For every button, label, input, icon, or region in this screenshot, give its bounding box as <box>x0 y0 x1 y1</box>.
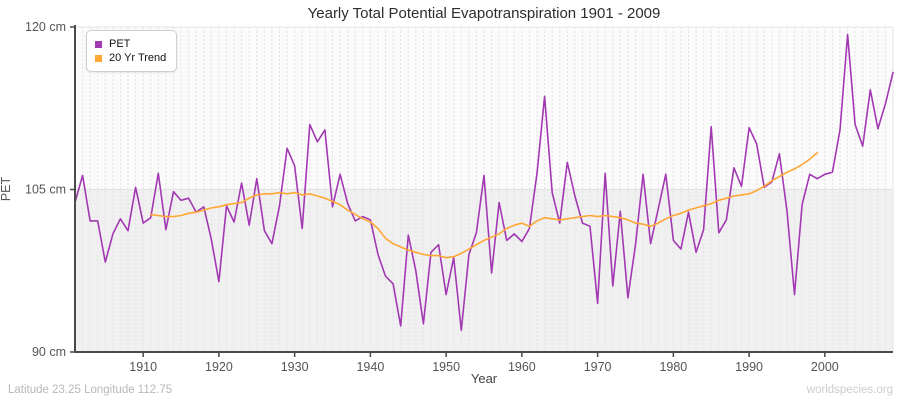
y-axis-title: PET <box>0 176 13 202</box>
x-tick-label: 1940 <box>356 360 384 374</box>
watermark: worldspecies.org <box>806 384 893 396</box>
x-tick-label: 1910 <box>129 360 157 374</box>
x-tick-label: 1930 <box>281 360 309 374</box>
x-axis-title: Year <box>470 371 498 386</box>
location-footnote: Latitude 23.25 Longitude 112.75 <box>8 384 173 396</box>
y-tick-label: 120 cm <box>25 20 66 34</box>
x-tick-label: 2000 <box>811 360 839 374</box>
x-tick-label: 1950 <box>432 360 460 374</box>
legend-item-trend: 20 Yr Trend <box>95 52 166 64</box>
trend-series-swatch-icon <box>95 54 102 62</box>
legend: PET 20 Yr Trend <box>86 30 178 72</box>
trend-line <box>149 151 819 259</box>
x-tick-label: 1990 <box>735 360 763 374</box>
x-tick-label: 1960 <box>508 360 536 374</box>
legend-item-pet: PET <box>95 38 166 50</box>
legend-item-label: 20 Yr Trend <box>109 52 167 64</box>
y-tick-label: 90 cm <box>32 345 66 359</box>
y-tick-label: 105 cm <box>25 183 66 197</box>
pet-line <box>74 33 894 332</box>
legend-item-label: PET <box>109 38 131 50</box>
pet-series-swatch-icon <box>95 40 102 48</box>
chart-title: Yearly Total Potential Evapotranspiratio… <box>307 5 661 22</box>
x-tick-label: 1980 <box>659 360 687 374</box>
x-tick-label: 1970 <box>584 360 612 374</box>
x-tick-label: 1920 <box>205 360 233 374</box>
